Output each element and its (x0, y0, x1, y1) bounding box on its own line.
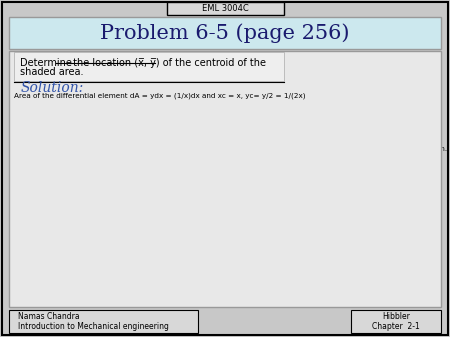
Text: ∫: ∫ (35, 197, 42, 212)
Text: ∫: ∫ (121, 115, 129, 130)
Text: EML 3004C: EML 3004C (202, 4, 248, 13)
Text: y: y (315, 177, 323, 190)
Text: Prob. 6–5: Prob. 6–5 (334, 172, 373, 181)
Text: 0.5: 0.5 (123, 158, 135, 167)
Text: ∫: ∫ (35, 144, 42, 159)
Text: 1: 1 (137, 145, 142, 154)
Text: in: in (175, 215, 184, 225)
Text: dx: dx (364, 288, 374, 298)
Text: x: x (428, 266, 436, 279)
Text: 2 in.: 2 in. (346, 170, 361, 176)
Text: 0.5 in.: 0.5 in. (424, 146, 447, 152)
Text: 0.5: 0.5 (123, 241, 135, 249)
Text: 2: 2 (125, 140, 130, 148)
Text: 1: 1 (144, 117, 150, 126)
Text: the location (x̅, y̅) of the centroid of the: the location (x̅, y̅) of the centroid of… (20, 58, 266, 68)
Text: 0.5 in.: 0.5 in. (304, 69, 326, 75)
Text: 2x: 2x (134, 208, 145, 217)
Text: ∫: ∫ (121, 226, 129, 241)
Text: 1 dA: 1 dA (47, 153, 69, 163)
Text: Problem 6-5 (page 256): Problem 6-5 (page 256) (100, 23, 350, 42)
Text: yc =: yc = (12, 215, 34, 225)
Text: yc = 0.54 in: yc = 0.54 in (182, 215, 241, 225)
Text: dx: dx (145, 229, 157, 239)
Text: ∫: ∫ (121, 144, 129, 159)
Text: shaded area.: shaded area. (20, 67, 84, 77)
Text: xc =: xc = (12, 133, 34, 143)
Text: ) dx: ) dx (153, 121, 172, 131)
Text: ∫: ∫ (121, 197, 129, 212)
Text: Solution:: Solution: (20, 81, 84, 95)
Text: ∫: ∫ (35, 226, 42, 241)
Text: 1 dA: 1 dA (47, 235, 69, 245)
Text: Determine: Determine (20, 58, 75, 68)
Text: Introduction to Mechanical engineering: Introduction to Mechanical engineering (18, 323, 169, 331)
Text: 0.5: 0.5 (123, 130, 135, 140)
Text: 0.5: 0.5 (123, 213, 135, 222)
Text: (x,y): (x,y) (360, 264, 378, 270)
Text: x̅: x̅ (338, 300, 343, 309)
Text: xc dA: xc dA (47, 124, 74, 134)
Text: 2 in.: 2 in. (278, 118, 293, 124)
Text: x: x (144, 126, 150, 135)
Text: 1: 1 (135, 199, 141, 208)
Text: xc = 1.08 in: xc = 1.08 in (182, 133, 241, 143)
Text: dx: dx (152, 204, 164, 214)
Text: Hibbler: Hibbler (382, 312, 410, 321)
Text: x(: x( (135, 121, 145, 131)
Text: dx: dx (145, 147, 157, 156)
Text: 2: 2 (125, 108, 130, 117)
Text: xc =: xc = (94, 133, 116, 143)
Text: Namas Chandra: Namas Chandra (18, 312, 80, 321)
Text: Area of the differential element dA = ydx = (1/x)dx and xc = x, yc= y/2 = 1/(2x): Area of the differential element dA = yd… (14, 93, 305, 99)
Text: Chapter  2-1: Chapter 2-1 (372, 323, 420, 331)
Text: ∫: ∫ (35, 115, 42, 130)
Text: x: x (137, 236, 142, 245)
Text: 2: 2 (125, 222, 130, 231)
Text: 1: 1 (144, 199, 149, 208)
Text: x: x (435, 153, 441, 163)
Text: $y\!=\!\frac{1}{x}$: $y\!=\!\frac{1}{x}$ (375, 238, 397, 254)
Text: yc =: yc = (94, 215, 117, 225)
Text: yc dA: yc dA (47, 206, 74, 216)
Text: $y = \frac{1}{x}$: $y = \frac{1}{x}$ (361, 126, 382, 141)
Text: x: x (144, 208, 149, 217)
Text: y̅: y̅ (386, 263, 391, 272)
Bar (365, 256, 372, 279)
Text: x: x (137, 154, 142, 163)
Text: 2: 2 (125, 190, 130, 199)
Text: y: y (304, 58, 310, 68)
Text: 1: 1 (137, 227, 142, 236)
